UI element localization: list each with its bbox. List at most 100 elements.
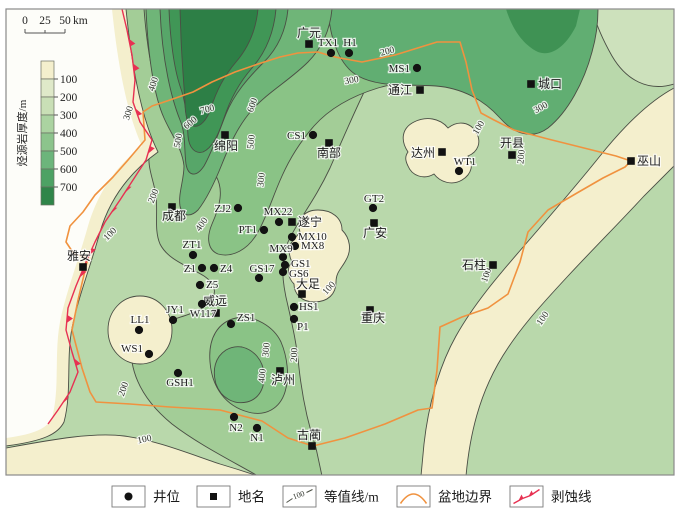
well-dot-marker <box>226 319 236 329</box>
well-label: Z1 <box>184 263 196 275</box>
colorbar-tick-label: 300 <box>60 110 78 122</box>
well-dot-marker <box>195 280 205 290</box>
town-square-marker <box>298 290 306 298</box>
well-label: W117 <box>190 308 217 320</box>
town-square-marker <box>168 203 176 211</box>
erosion-tooth <box>133 63 140 72</box>
well-dot-marker <box>412 63 422 73</box>
well-label: GS1 <box>291 258 311 270</box>
colorbar-tick-label: 700 <box>60 182 78 194</box>
well-label: ZS1 <box>237 312 255 324</box>
town-label: 重庆 <box>361 311 385 325</box>
legend-item-label: 盆地边界 <box>438 490 492 505</box>
legend-item-label: 地名 <box>238 490 265 505</box>
well-label: H1 <box>343 37 356 49</box>
well-dot-marker <box>252 423 262 433</box>
town-label: 遂宁 <box>298 214 322 229</box>
colorbar-segment <box>40 78 55 98</box>
well-label: MX22 <box>264 206 293 218</box>
well-label: GS6 <box>289 268 309 280</box>
legend-row: 井位 地名 100 等值线/m 盆地边界 剥蚀线 <box>111 485 592 508</box>
town-label: 成都 <box>162 209 186 223</box>
town-square-marker <box>325 139 333 147</box>
well-label: GSH1 <box>166 377 194 389</box>
town-square-marker <box>79 263 87 271</box>
well-dot-marker <box>168 315 178 325</box>
well-dot-marker <box>274 217 284 227</box>
scale-bar: 0 25 50 km <box>22 15 88 34</box>
colorbar-segment <box>40 96 55 116</box>
erosion-tooth <box>110 207 118 215</box>
contour-value-label: 400 <box>257 368 268 383</box>
erosion-tooth <box>79 270 87 278</box>
basin-boundary-line <box>65 41 632 447</box>
erosion-tooth <box>147 146 155 154</box>
well-dot-marker <box>197 263 207 273</box>
scalebar-line <box>24 29 66 34</box>
well-label: Z4 <box>220 263 233 275</box>
well-dot-marker <box>280 260 290 270</box>
nw-margin-white <box>6 9 142 438</box>
well-dot-marker <box>229 412 239 422</box>
well-label: WT1 <box>454 156 477 168</box>
well-dot-marker <box>254 273 264 283</box>
well-label: PT1 <box>239 224 257 236</box>
town-label: 城口 <box>538 77 562 91</box>
colorbar-tick-label: 200 <box>60 92 78 104</box>
well-dot-marker <box>144 349 154 359</box>
town-square-marker <box>508 151 516 159</box>
town-label: 广元 <box>297 26 321 40</box>
colorbar-tick-label: 400 <box>60 128 78 140</box>
erosion-tooth <box>61 397 69 405</box>
legend-basin-icon <box>399 493 428 504</box>
colorbar-segment <box>40 114 55 134</box>
well-label: ZT1 <box>183 239 202 251</box>
legend-item-label: 井位 <box>153 490 180 505</box>
erosion-line-path <box>47 9 153 425</box>
scalebar-tick-label: 50 <box>59 15 71 27</box>
well-dot-marker <box>188 250 198 260</box>
band-ne-corner <box>591 9 674 87</box>
colorbar-axis-label: 烃源岩厚度/m <box>15 99 29 166</box>
well-dot-marker <box>197 299 207 309</box>
well-label: HS1 <box>299 301 319 313</box>
town-square-marker <box>212 309 220 317</box>
well-dot-marker <box>289 314 299 324</box>
town-label: 广安 <box>363 225 387 240</box>
town-label: 南部 <box>317 145 341 160</box>
erosion-tooth <box>66 315 73 323</box>
legend-item-label: 剥蚀线 <box>551 490 592 505</box>
map-frame-border <box>5 8 675 476</box>
scalebar-tick-label: 0 <box>22 15 28 27</box>
town-label: 古蔺 <box>297 427 321 442</box>
town-label: 达州 <box>411 146 435 160</box>
map-bands <box>6 9 674 475</box>
town-label: 通江 <box>388 83 412 97</box>
legend-contour-icon <box>286 489 313 503</box>
well-label: ZJ2 <box>215 203 232 215</box>
band-700 <box>179 9 259 127</box>
well-dot-marker <box>344 48 354 58</box>
town-square-marker <box>366 306 374 314</box>
well-dot-marker <box>308 130 318 140</box>
legend-symbol-box <box>396 485 431 508</box>
contour-value-label: 200 <box>379 45 395 58</box>
scalebar-unit: km <box>73 15 88 27</box>
legend-contour-value: 100 <box>291 489 305 502</box>
legend-town-icon <box>210 493 217 500</box>
well-dot-marker <box>326 48 336 58</box>
well-label: WS1 <box>121 343 143 355</box>
town-square-marker <box>221 131 229 139</box>
erosion-line <box>47 9 155 425</box>
well-dot-marker <box>278 267 288 277</box>
erosion-tooth <box>88 248 96 256</box>
colorbar-segment <box>40 186 55 206</box>
well-dot-marker <box>173 368 183 378</box>
well-dot-marker <box>287 232 297 242</box>
town-label: 大足 <box>296 277 320 291</box>
well-label: P1 <box>297 321 309 333</box>
contour-value-label: 300 <box>261 342 272 357</box>
town-square-marker <box>627 157 635 165</box>
